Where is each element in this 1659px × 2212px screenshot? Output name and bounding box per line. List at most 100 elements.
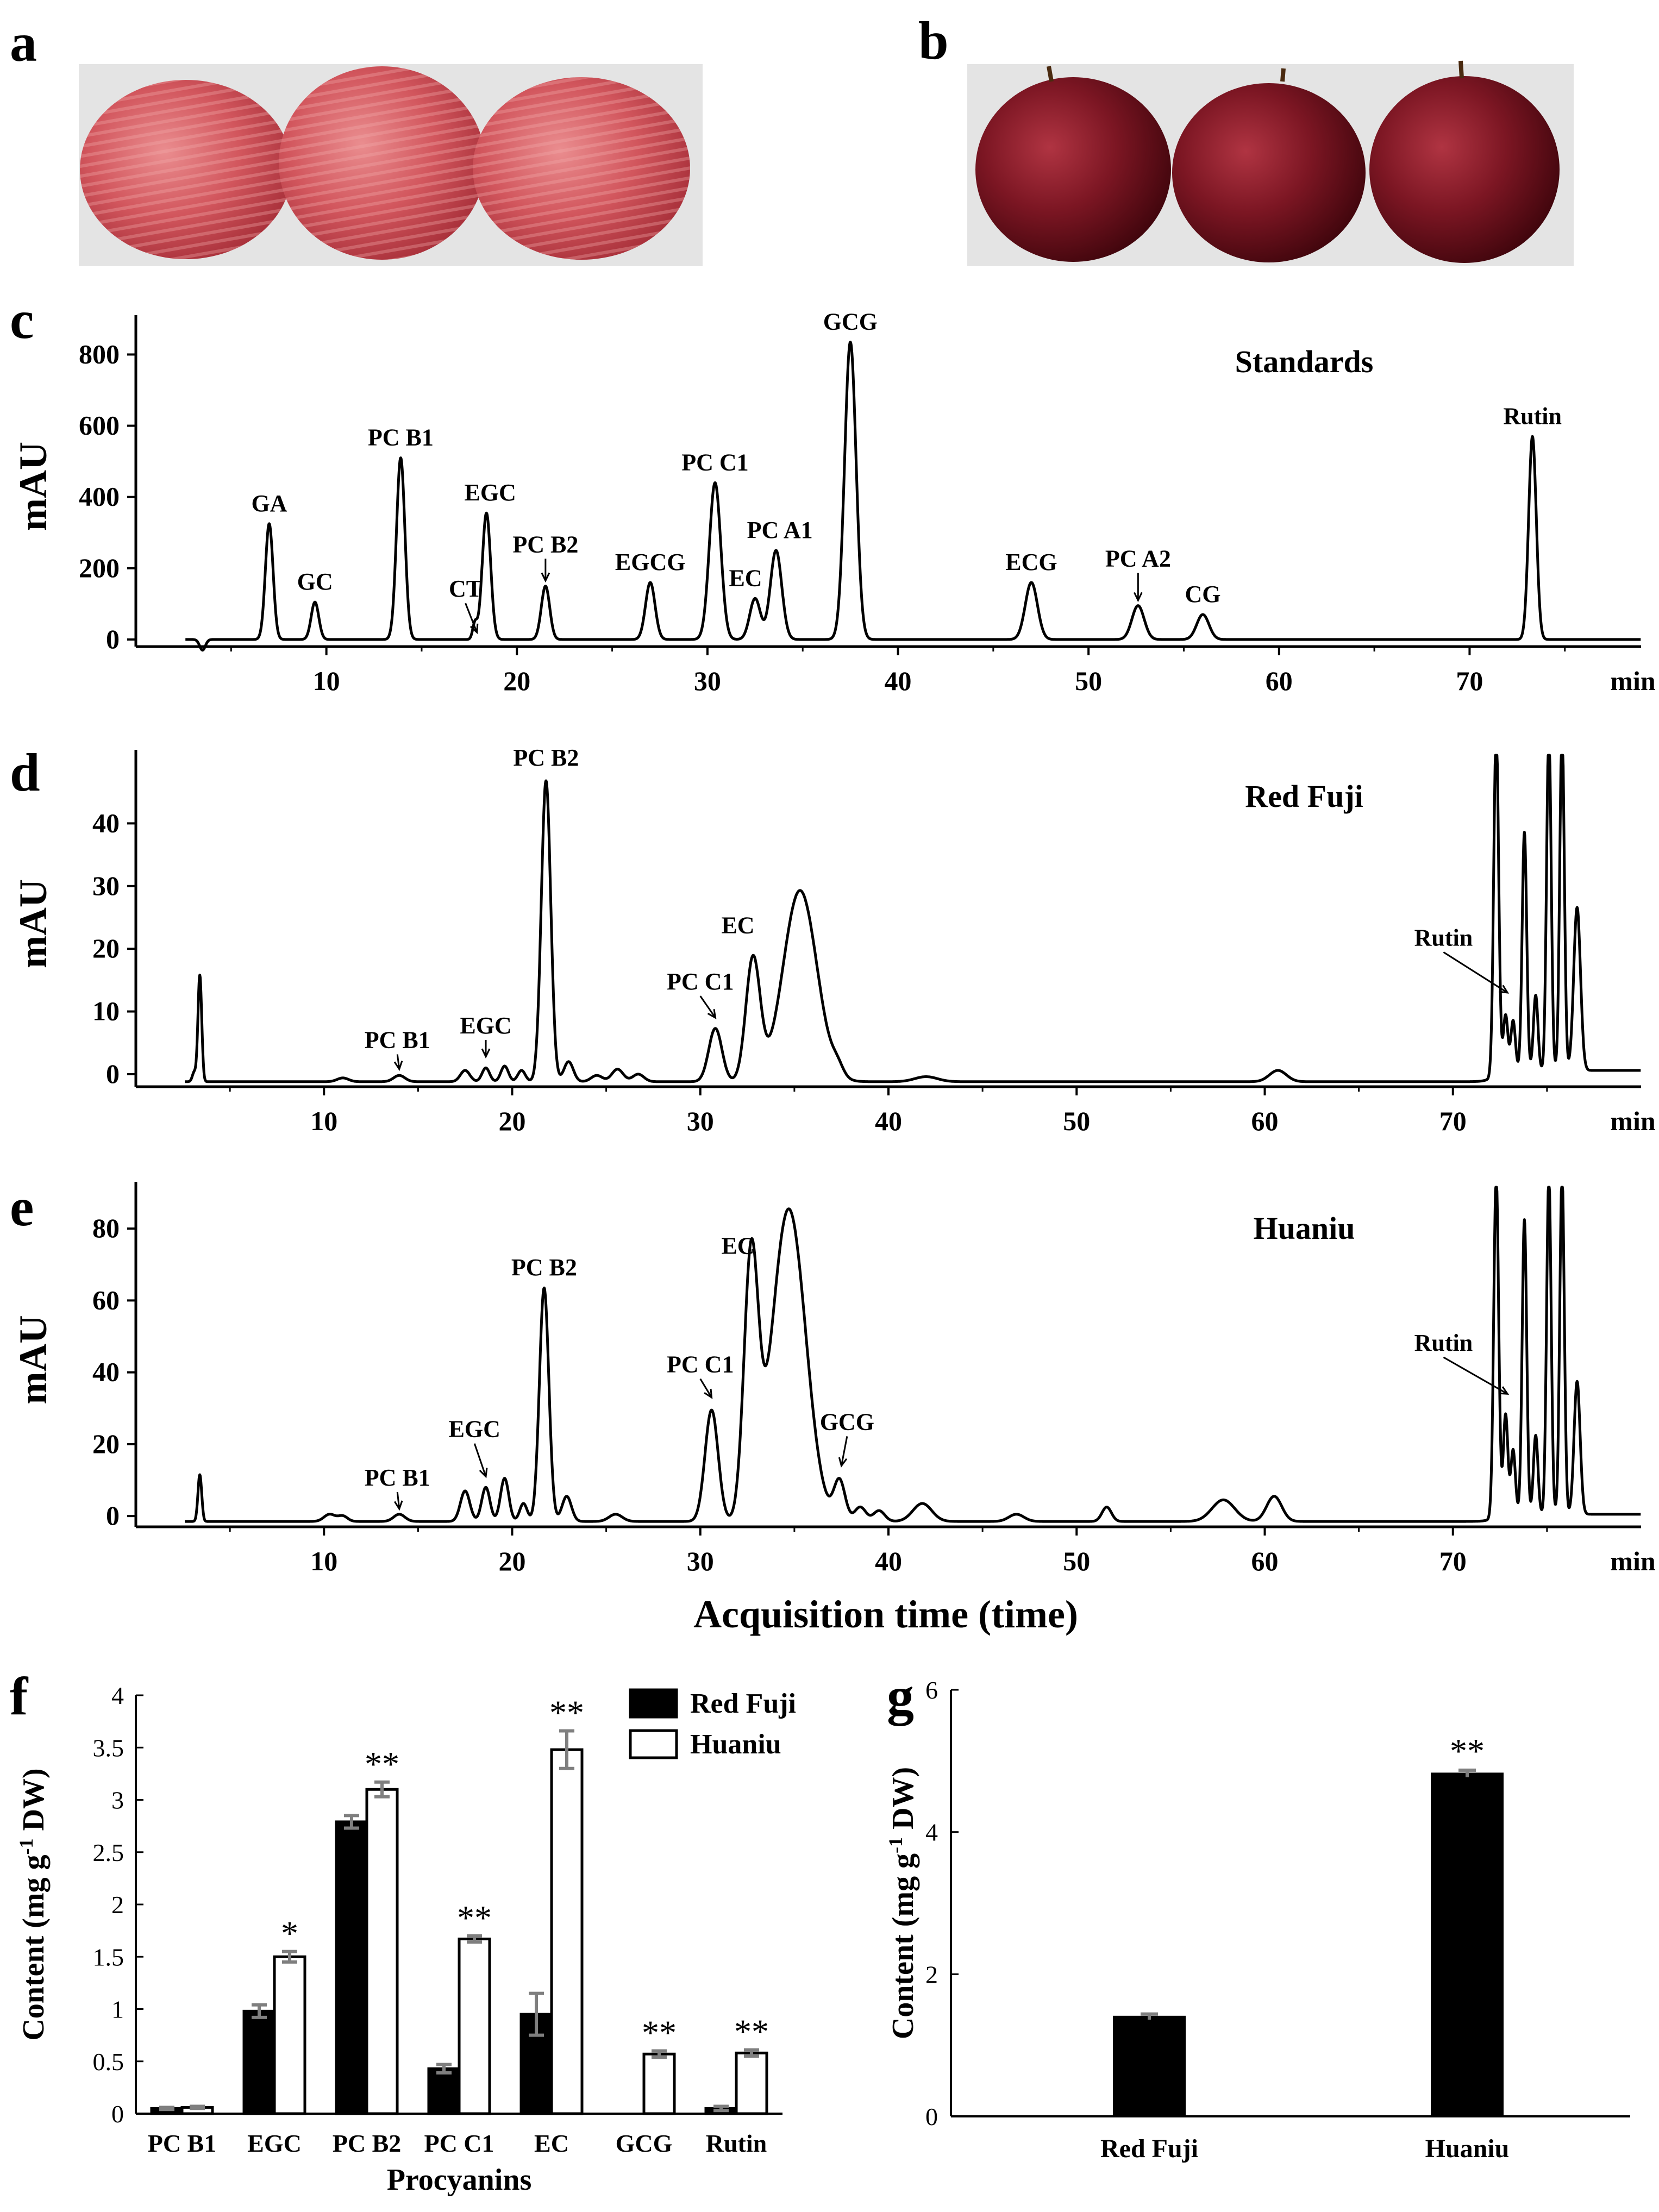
y-tick-label: 0.5 [93,2048,124,2076]
x-axis-title: Procyanins [387,2163,532,2197]
significance-marker: ** [734,2013,769,2051]
x-tick-label: PC C1 [424,2129,494,2157]
peak-label: PC B1 [368,424,434,451]
apple-fuji-1 [80,80,292,259]
peak-label: PC B2 [512,531,578,557]
y-tick-label: 20 [92,1428,120,1459]
y-axis-title: mAU [11,1315,55,1405]
y-axis-title-sup: -1 [885,1837,906,1853]
x-tick-label: 70 [1439,1546,1467,1576]
peak-arrow-head [838,1457,848,1468]
y-tick-label: 400 [79,481,120,512]
panel-letter-g: g [887,1666,914,1726]
significance-marker: ** [1450,1732,1485,1770]
y-tick-label: 80 [92,1213,120,1243]
peak-label: GC [297,568,333,595]
y-tick-label: 1 [111,1996,124,2023]
y-axis-title-part: Content (mg g [886,1853,920,2039]
peak-label: EGC [449,1416,500,1443]
peak-arrow [840,1436,848,1466]
peak-label: GCG [823,309,878,335]
bar-chart-procyanins: 0 0.5 1 1.5 2 2.5 3 3.5 4 Content (mg g-1 DW) PC B… [15,1682,796,2197]
y-tick-label: 0 [106,1500,120,1531]
y-tick-label: 20 [92,933,120,963]
peak-arrow-head [393,1061,403,1071]
peak-label: EC [729,565,762,592]
peak-label: Rutin [1414,1330,1473,1356]
x-tick-label: 60 [1251,1106,1279,1136]
bar [427,2067,461,2115]
peak-arrow [1443,951,1508,994]
bar [1431,1772,1504,2117]
peak-arrow-head [1134,592,1143,603]
y-tick-label: 2 [925,1960,938,1988]
x-tick-label: 40 [875,1106,902,1136]
peak-label: GA [251,490,287,517]
x-tick-label: 70 [1439,1106,1467,1136]
legend-swatch [629,1729,678,1759]
peak-arrow-head [393,1500,403,1511]
bar [735,2051,768,2115]
significance-marker: * [281,1914,298,1953]
legend-swatch [629,1688,678,1719]
peak-label: EGC [464,479,516,506]
y-tick-label: 2.5 [93,1839,124,1866]
chromatogram-red-fuji: 10 20 30 40 50 60 70 min 0 10 20 30 40 mAU Red Fuji PC … [11,744,1656,1136]
apple-huaniu-2 [1172,68,1366,262]
x-tick-label: 50 [1063,1106,1090,1136]
chart-title: Huaniu [1254,1211,1355,1246]
y-tick-label: 4 [925,1819,938,1846]
peak-arrow [699,1378,712,1398]
peak-label: PC C1 [667,1351,734,1378]
peak-label: GCG [820,1408,874,1435]
x-tick-label: EC [534,2129,569,2157]
peak-arrow-head [704,1388,713,1399]
peak-label: ECG [1005,549,1057,575]
y-tick-label: 60 [92,1284,120,1315]
x-tick-label: PC B2 [333,2129,402,2157]
chromatogram-standards: 10 20 30 40 50 60 70 min 0 200 400 600 800 mAU Standar… [11,309,1656,696]
peak-label: PC B1 [365,1464,430,1491]
bar [519,2013,553,2115]
y-tick-label: 0 [925,2103,938,2130]
chromatogram-trace [184,341,1642,652]
y-tick-label: 3.5 [93,1734,124,1762]
x-tick-label: 50 [1063,1546,1090,1576]
peak-arrow-head [481,1048,491,1059]
x-tick-label: 60 [1266,666,1293,696]
peak-arrow [465,603,478,633]
x-tick-label: 60 [1251,1546,1279,1576]
significance-marker: ** [642,2014,677,2052]
x-tick-label: 30 [687,1106,714,1136]
peak-arrow [699,995,716,1018]
peak-label: PC B1 [365,1026,430,1053]
peak-arrow-head [479,1468,488,1478]
y-tick-label: 0 [111,2100,124,2128]
x-unit-label: min [1610,1106,1656,1136]
chromatogram-trace [184,1186,1642,1523]
chromatogram-huaniu: 10 20 30 40 50 60 70 min 0 20 40 60 80 mAU Huaniu PC B1… [11,1182,1656,1576]
x-unit-label: min [1610,1546,1656,1576]
apple-huaniu-1 [975,66,1171,262]
legend-label: Huaniu [690,1729,781,1760]
peak-label: Rutin [1414,924,1473,951]
x-tick-label: 20 [499,1546,526,1576]
peak-arrow [473,1443,487,1477]
peak-label: PC B2 [513,744,579,771]
panel-letter-c: c [10,290,34,350]
peak-label: EC [721,912,754,938]
significance-marker: ** [549,1693,584,1732]
significance-marker: ** [457,1898,492,1937]
peak-label: EC [721,1232,754,1259]
y-tick-label: 600 [79,410,120,441]
y-tick-label: 10 [92,996,120,1026]
x-tick-label: 30 [694,666,721,696]
y-axis-title: mAU [11,879,55,968]
bar-chart-total-content: 0 2 4 6 Content (mg g-1 DW) Red Fuji Huaniu ** [885,1676,1630,2163]
apple-huaniu-3 [1369,60,1560,263]
bar [365,1788,399,2115]
significance-marker: ** [365,1745,399,1783]
x-tick-label: 10 [313,666,340,696]
y-axis-title-part: DW) [17,1768,51,1838]
peak-label: EGCG [615,549,686,575]
